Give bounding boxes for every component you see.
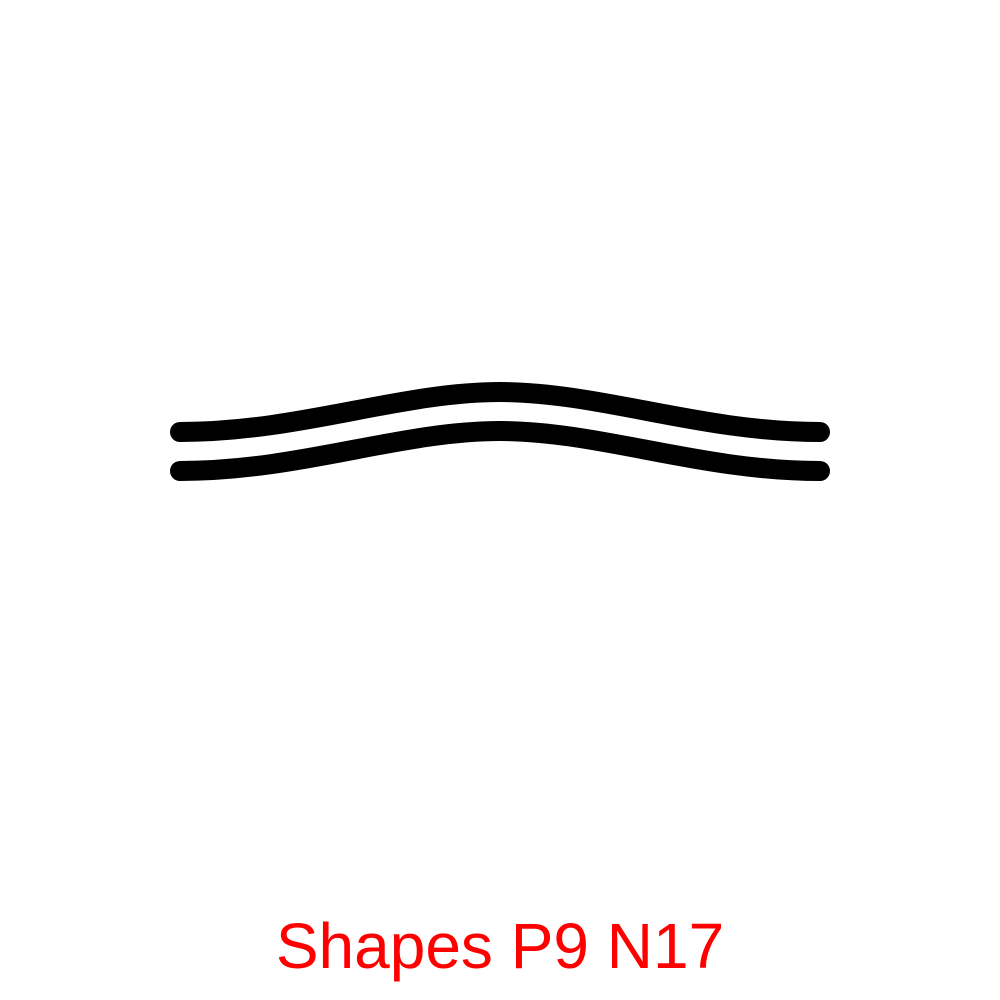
lower-curved-line	[170, 420, 830, 481]
upper-curved-line	[170, 381, 830, 442]
caption-label: Shapes P9 N17	[275, 910, 725, 982]
